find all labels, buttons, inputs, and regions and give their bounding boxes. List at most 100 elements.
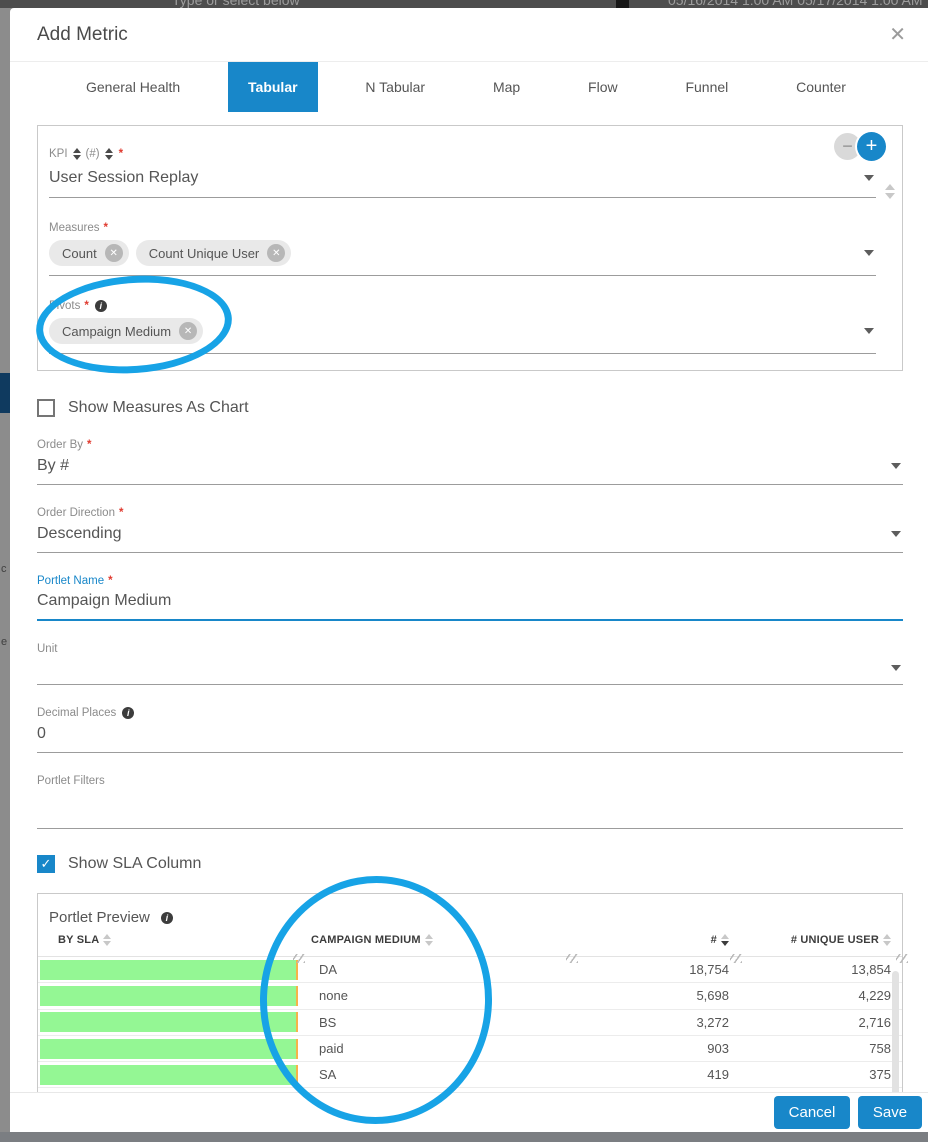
background-sidebar-fragment [0,373,10,413]
order-by-label: Order By * [37,439,92,451]
portlet-name-label: Portlet Name * [37,575,113,587]
close-icon[interactable]: ✕ [889,23,906,46]
column-header-count[interactable]: # [589,934,729,946]
chevron-down-icon[interactable] [891,664,901,671]
sort-icon[interactable] [103,934,112,946]
show-sla-label: Show SLA Column [68,855,202,872]
table-row: BS 3,272 2,716 [38,1010,902,1036]
pivots-label: Pivots * i [49,300,876,312]
order-by-select[interactable]: By # [37,451,903,485]
background-text-fragment: Type or select below [172,0,300,8]
unit-field: Unit [37,643,903,685]
column-resize-handle-icon[interactable] [896,954,908,963]
tab-flow[interactable]: Flow [588,79,618,95]
table-row: none 5,698 4,229 [38,983,902,1010]
measure-chip: Count ✕ [49,240,129,266]
info-icon[interactable]: i [122,707,135,719]
table-row: DA 18,754 13,854 [38,957,902,984]
kpi-reorder-icon[interactable] [72,148,81,160]
sla-bar [40,985,298,1006]
tab-general-health[interactable]: General Health [86,79,181,95]
dimmed-background-bottom [0,1132,928,1142]
chevron-down-icon[interactable] [864,174,874,181]
info-icon[interactable]: i [94,300,107,312]
kpi-add-remove-group: − + [834,132,886,161]
sla-bar-cell [40,1038,311,1059]
info-icon[interactable]: i [160,911,173,924]
sort-descending-icon[interactable] [721,934,729,946]
show-sla-row: ✓ Show SLA Column [37,855,903,873]
decimal-places-label: Decimal Places i [37,707,903,719]
column-resize-handle-icon[interactable] [730,954,742,963]
sla-bar [40,959,298,980]
remove-chip-icon[interactable]: ✕ [267,244,286,262]
remove-chip-icon[interactable]: ✕ [179,322,198,340]
show-measures-checkbox[interactable] [37,399,55,417]
order-direction-select[interactable]: Descending [37,519,903,553]
column-resize-handle-icon[interactable] [566,954,578,963]
portlet-preview-title: Portlet Preview i [38,894,902,926]
portlet-preview: Portlet Preview i BY SLA CAMPAIGN MEDIUM… [37,893,908,1103]
order-direction-field: Order Direction * Descending [37,507,903,553]
sla-bar [40,1012,298,1033]
kpi-group: − + KPI (#) * User Session Replay [37,125,903,371]
portlet-name-input[interactable]: Campaign Medium [37,587,903,621]
show-sla-checkbox[interactable]: ✓ [37,855,55,873]
tab-map[interactable]: Map [492,79,521,95]
portlet-filters-input[interactable] [37,787,903,829]
order-direction-label: Order Direction * [37,507,124,519]
pivot-chip: Campaign Medium ✕ [49,318,204,344]
tab-counter[interactable]: Counter [796,79,846,95]
sla-bar-cell [40,1064,311,1085]
chevron-down-icon[interactable] [864,328,874,334]
add-metric-dialog: Add Metric ✕ General Health Tabular N Ta… [10,8,928,1132]
tab-tabular[interactable]: Tabular [228,62,318,112]
add-kpi-button[interactable]: + [857,132,886,161]
portlet-name-field: Portlet Name * Campaign Medium [37,575,903,621]
preview-table-header: BY SLA CAMPAIGN MEDIUM # # UNIQUE USER [38,926,902,956]
measures-select[interactable]: Count ✕ Count Unique User ✕ [49,234,876,276]
decimal-places-field: Decimal Places i 0 [37,707,903,753]
tab-n-tabular[interactable]: N Tabular [365,79,426,95]
tab-funnel[interactable]: Funnel [685,79,729,95]
dimmed-background-left: c e [0,8,10,1132]
metric-type-tabs: General Health Tabular N Tabular Map Flo… [10,62,928,112]
dialog-header: Add Metric ✕ [10,8,928,62]
order-by-field: Order By * By # [37,439,903,485]
remove-chip-icon[interactable]: ✕ [104,244,123,262]
chevron-down-icon[interactable] [891,462,901,469]
column-header-unique-user[interactable]: # UNIQUE USER [729,934,891,946]
sla-bar-cell [40,985,311,1006]
sla-bar [40,1038,298,1059]
preview-scrollbar[interactable] [892,971,899,1099]
kpi-select[interactable]: User Session Replay [49,160,876,198]
background-date-fragment: 05/16/2014 1:00 AM 05/17/2014 1:00 AM [668,0,923,8]
chevron-down-icon[interactable] [891,530,901,537]
kpi-spinner-icon[interactable] [885,184,895,199]
sort-icon[interactable] [883,934,891,946]
portlet-filters-label: Portlet Filters [37,775,105,787]
column-resize-handle-icon[interactable] [293,954,305,963]
table-row: SA 419 375 [38,1062,902,1089]
chevron-down-icon[interactable] [864,250,874,256]
dimmed-background-top: Type or select below 05/16/2014 1:00 AM … [0,0,928,8]
measure-chip: Count Unique User ✕ [135,240,292,266]
unit-select[interactable] [37,655,903,685]
column-header-campaign-medium[interactable]: CAMPAIGN MEDIUM [311,934,589,946]
kpi-reorder-icon[interactable] [104,148,113,160]
save-button[interactable]: Save [858,1096,922,1129]
show-measures-label: Show Measures As Chart [68,399,249,416]
pivots-select[interactable]: Campaign Medium ✕ [49,312,876,354]
measures-label: Measures * [49,222,108,234]
remove-kpi-button[interactable]: − [834,133,861,160]
sort-icon[interactable] [424,934,433,946]
dialog-title: Add Metric [37,23,128,45]
cancel-button[interactable]: Cancel [774,1096,850,1129]
column-header-by-sla[interactable]: BY SLA [49,934,311,946]
table-row: paid 903 758 [38,1036,902,1063]
decimal-places-input[interactable]: 0 [37,719,903,753]
kpi-value: User Session Replay [49,168,199,186]
sla-bar-cell [40,1012,311,1033]
dialog-body: − + KPI (#) * User Session Replay [10,125,928,1103]
